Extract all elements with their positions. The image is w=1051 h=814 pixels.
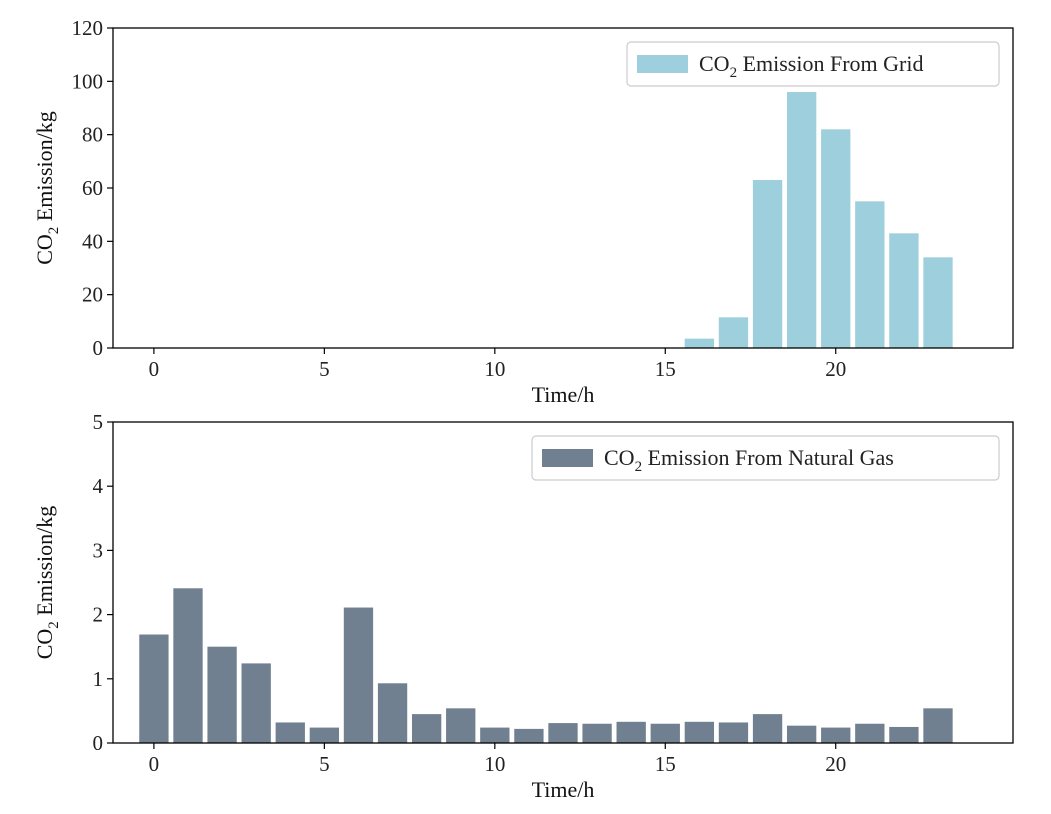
y-tick-label: 100 — [72, 69, 104, 93]
y-tick-label: 5 — [93, 410, 104, 434]
bar-hour-11 — [514, 728, 544, 743]
legend-frame — [626, 41, 1000, 87]
y-axis-label: CO2​ Emission/kg — [32, 506, 62, 660]
bar-hour-0 — [139, 634, 169, 743]
x-tick-label: 0 — [149, 357, 160, 381]
bar-hour-22 — [889, 726, 919, 743]
bar-hour-6 — [343, 607, 374, 743]
natural-gas-emission-chart: 0 1 2 3 4 5 0 5 10 15 20 Time/h CO2​ Emission/kg CO2​… — [32, 410, 1014, 802]
x-axis-label: Time/h — [532, 777, 595, 802]
y-tick-label: 0 — [93, 731, 104, 755]
bar-hour-5 — [309, 727, 340, 743]
x-tick-label: 10 — [484, 357, 505, 381]
bar-hour-10 — [480, 727, 510, 743]
grid-emission-chart: 0 20 40 60 80 100 120 0 5 10 15 20 Time/h CO2​ Emissi… — [32, 16, 1014, 407]
bar-hour-21 — [855, 723, 885, 743]
y-tick-label: 60 — [82, 176, 103, 200]
legend: CO2​ Emission From Grid — [626, 41, 1000, 87]
bar-hour-21 — [855, 201, 885, 348]
legend-label: CO2​ Emission From Natural Gas — [604, 445, 894, 475]
legend-swatch — [542, 449, 593, 467]
bar-hour-12 — [548, 723, 578, 743]
bar-hour-20 — [821, 727, 851, 743]
bar-hour-16 — [684, 338, 715, 348]
x-tick-label: 20 — [825, 357, 846, 381]
x-tick-label: 10 — [484, 752, 505, 776]
bar-hour-18 — [752, 714, 783, 743]
bar-hour-4 — [275, 722, 305, 743]
bar-hour-19 — [786, 92, 817, 348]
y-tick-label: 1 — [93, 667, 104, 691]
bar-hour-23 — [923, 257, 953, 348]
bar-hour-23 — [923, 708, 953, 743]
x-tick-label: 5 — [319, 752, 330, 776]
bar-hour-1 — [173, 588, 203, 743]
x-tick-label: 5 — [319, 357, 330, 381]
bar-hour-19 — [786, 725, 817, 743]
bar-hour-22 — [889, 233, 919, 348]
bar-hour-17 — [718, 722, 749, 743]
x-axis-label: Time/h — [532, 382, 595, 407]
y-tick-label: 2 — [93, 603, 104, 627]
bar-hour-3 — [241, 663, 271, 743]
x-tick-label: 0 — [149, 752, 160, 776]
legend: CO2​ Emission From Natural Gas — [531, 435, 1000, 481]
bar-hour-2 — [207, 646, 237, 743]
y-axis-label: CO2​ Emission/kg — [32, 111, 62, 265]
bar-hour-17 — [718, 317, 749, 348]
y-tick-label: 80 — [82, 123, 103, 147]
y-tick-label: 3 — [93, 538, 104, 562]
bar-hour-20 — [821, 129, 851, 348]
bar-hour-8 — [411, 714, 442, 743]
legend-swatch — [637, 55, 688, 73]
legend-frame — [531, 435, 1000, 481]
y-tick-label: 120 — [72, 16, 104, 40]
y-tick-label: 20 — [82, 283, 103, 307]
bar-hour-18 — [752, 180, 783, 348]
x-tick-label: 20 — [825, 752, 846, 776]
bar-hour-13 — [582, 723, 612, 743]
bar-hour-14 — [616, 721, 646, 743]
plot-frame — [112, 421, 1014, 744]
x-tick-label: 15 — [655, 357, 676, 381]
bar-hour-15 — [650, 723, 680, 743]
y-tick-label: 40 — [82, 229, 103, 253]
x-tick-label: 15 — [655, 752, 676, 776]
y-tick-label: 4 — [93, 474, 104, 498]
bar-hour-9 — [446, 708, 476, 743]
bar-hour-16 — [684, 721, 715, 743]
y-tick-label: 0 — [93, 336, 104, 360]
bar-hour-7 — [377, 683, 408, 743]
legend-label: CO2​ Emission From Grid — [699, 51, 923, 81]
